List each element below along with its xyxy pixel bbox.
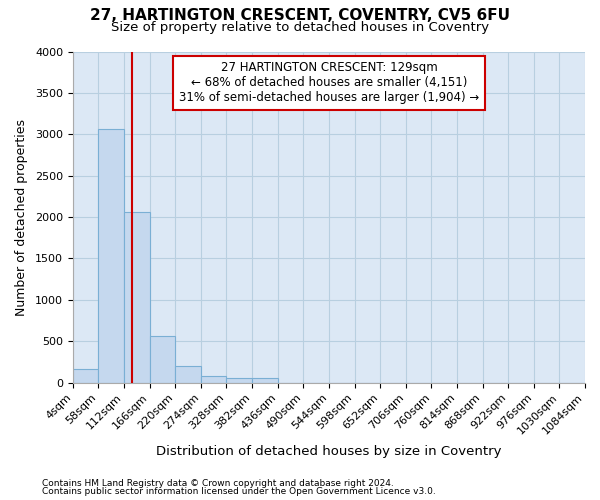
Text: Contains HM Land Registry data © Crown copyright and database right 2024.: Contains HM Land Registry data © Crown c…: [42, 478, 394, 488]
Bar: [124, 212, 149, 382]
Bar: [73, 370, 98, 382]
Bar: [149, 336, 175, 382]
Bar: [201, 376, 226, 382]
Bar: [175, 366, 201, 382]
Text: 27, HARTINGTON CRESCENT, COVENTRY, CV5 6FU: 27, HARTINGTON CRESCENT, COVENTRY, CV5 6…: [90, 8, 510, 22]
Y-axis label: Number of detached properties: Number of detached properties: [15, 118, 28, 316]
Bar: [252, 378, 278, 382]
Text: Size of property relative to detached houses in Coventry: Size of property relative to detached ho…: [111, 21, 489, 34]
Bar: [226, 378, 252, 382]
Text: 27 HARTINGTON CRESCENT: 129sqm
← 68% of detached houses are smaller (4,151)
31% : 27 HARTINGTON CRESCENT: 129sqm ← 68% of …: [179, 62, 479, 104]
Text: Contains public sector information licensed under the Open Government Licence v3: Contains public sector information licen…: [42, 487, 436, 496]
Bar: [98, 130, 124, 382]
X-axis label: Distribution of detached houses by size in Coventry: Distribution of detached houses by size …: [156, 444, 502, 458]
